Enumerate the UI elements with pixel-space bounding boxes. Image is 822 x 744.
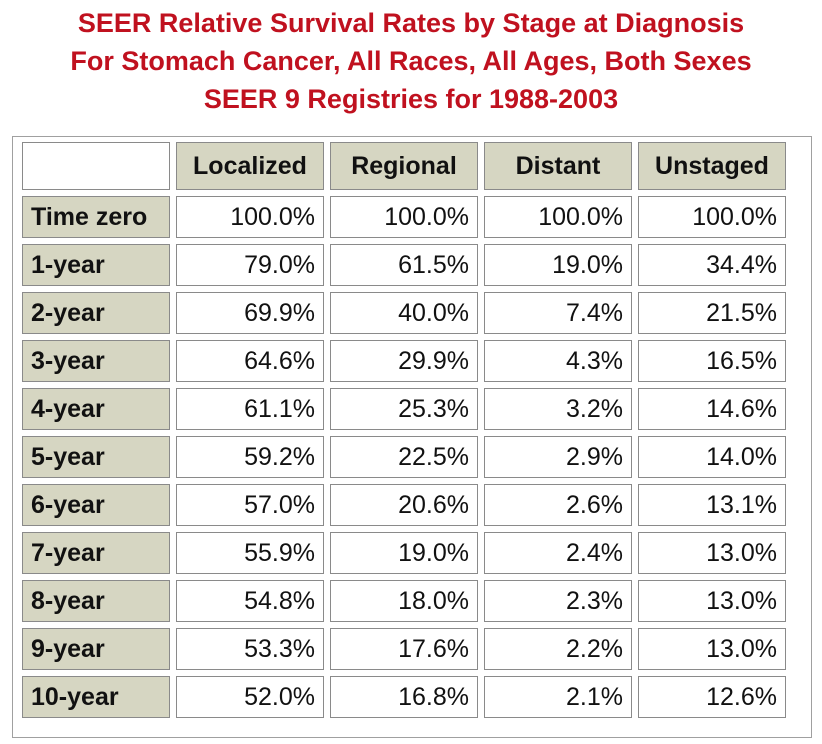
row-header: 2-year <box>22 292 170 334</box>
table-cell: 61.5% <box>330 244 478 286</box>
row-header: 5-year <box>22 436 170 478</box>
table-cell: 79.0% <box>176 244 324 286</box>
table-row: Time zero 100.0% 100.0% 100.0% 100.0% <box>22 196 786 238</box>
table-cell: 40.0% <box>330 292 478 334</box>
table-cell: 29.9% <box>330 340 478 382</box>
table-cell: 100.0% <box>484 196 632 238</box>
title-line-3: SEER 9 Registries for 1988-2003 <box>203 84 619 114</box>
table-cell: 22.5% <box>330 436 478 478</box>
table-row: 10-year 52.0% 16.8% 2.1% 12.6% <box>22 676 786 718</box>
row-header: 4-year <box>22 388 170 430</box>
row-header: 7-year <box>22 532 170 574</box>
table-cell: 59.2% <box>176 436 324 478</box>
table-cell: 2.6% <box>484 484 632 526</box>
row-header: 9-year <box>22 628 170 670</box>
table-row: 6-year 57.0% 20.6% 2.6% 13.1% <box>22 484 786 526</box>
table-cell: 19.0% <box>330 532 478 574</box>
row-header: Time zero <box>22 196 170 238</box>
row-header: 10-year <box>22 676 170 718</box>
column-header-distant: Distant <box>484 142 632 190</box>
table-row: 1-year 79.0% 61.5% 19.0% 34.4% <box>22 244 786 286</box>
table-cell: 2.2% <box>484 628 632 670</box>
table-cell: 19.0% <box>484 244 632 286</box>
table-row: 8-year 54.8% 18.0% 2.3% 13.0% <box>22 580 786 622</box>
table-cell: 69.9% <box>176 292 324 334</box>
row-header: 6-year <box>22 484 170 526</box>
title-block: SEER Relative Survival Rates by Stage at… <box>0 4 822 118</box>
table-cell: 52.0% <box>176 676 324 718</box>
table-row: 3-year 64.6% 29.9% 4.3% 16.5% <box>22 340 786 382</box>
table-row: 7-year 55.9% 19.0% 2.4% 13.0% <box>22 532 786 574</box>
table-cell: 100.0% <box>176 196 324 238</box>
table-cell: 61.1% <box>176 388 324 430</box>
table-cell: 53.3% <box>176 628 324 670</box>
table-cell: 57.0% <box>176 484 324 526</box>
corner-cell <box>22 142 170 190</box>
table-cell: 13.0% <box>638 532 786 574</box>
row-header: 1-year <box>22 244 170 286</box>
row-header: 8-year <box>22 580 170 622</box>
table-cell: 7.4% <box>484 292 632 334</box>
table-cell: 55.9% <box>176 532 324 574</box>
table-cell: 14.6% <box>638 388 786 430</box>
table-row: 4-year 61.1% 25.3% 3.2% 14.6% <box>22 388 786 430</box>
table-row: 2-year 69.9% 40.0% 7.4% 21.5% <box>22 292 786 334</box>
table-cell: 21.5% <box>638 292 786 334</box>
table-cell: 20.6% <box>330 484 478 526</box>
table-cell: 3.2% <box>484 388 632 430</box>
row-header: 3-year <box>22 340 170 382</box>
table-row: 5-year 59.2% 22.5% 2.9% 14.0% <box>22 436 786 478</box>
column-header-regional: Regional <box>330 142 478 190</box>
table-cell: 54.8% <box>176 580 324 622</box>
table-cell: 2.3% <box>484 580 632 622</box>
table-cell: 2.4% <box>484 532 632 574</box>
table-cell: 14.0% <box>638 436 786 478</box>
table-cell: 17.6% <box>330 628 478 670</box>
table-cell: 2.9% <box>484 436 632 478</box>
column-header-unstaged: Unstaged <box>638 142 786 190</box>
table-cell: 100.0% <box>330 196 478 238</box>
table-cell: 13.0% <box>638 628 786 670</box>
table-cell: 16.5% <box>638 340 786 382</box>
table-cell: 4.3% <box>484 340 632 382</box>
table-cell: 100.0% <box>638 196 786 238</box>
table-cell: 34.4% <box>638 244 786 286</box>
header-row: Localized Regional Distant Unstaged <box>22 142 786 190</box>
column-header-localized: Localized <box>176 142 324 190</box>
table-cell: 13.0% <box>638 580 786 622</box>
table-cell: 13.1% <box>638 484 786 526</box>
survival-table: Localized Regional Distant Unstaged Time… <box>16 136 792 724</box>
table-cell: 25.3% <box>330 388 478 430</box>
table-cell: 12.6% <box>638 676 786 718</box>
table-row: 9-year 53.3% 17.6% 2.2% 13.0% <box>22 628 786 670</box>
table-cell: 18.0% <box>330 580 478 622</box>
table-cell: 64.6% <box>176 340 324 382</box>
table-cell: 16.8% <box>330 676 478 718</box>
survival-table-container: Localized Regional Distant Unstaged Time… <box>12 136 812 738</box>
table-cell: 2.1% <box>484 676 632 718</box>
title-line-1: SEER Relative Survival Rates by Stage at… <box>77 8 745 38</box>
title-line-2: For Stomach Cancer, All Races, All Ages,… <box>70 46 752 76</box>
